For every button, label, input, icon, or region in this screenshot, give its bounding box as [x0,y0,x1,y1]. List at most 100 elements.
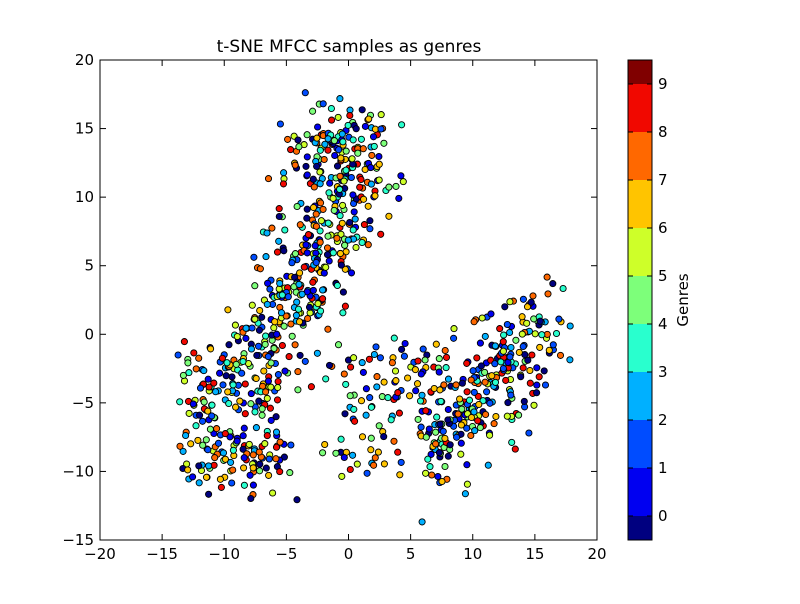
data-point [319,100,327,108]
data-point [538,331,546,339]
data-point [375,422,383,430]
data-point [533,389,541,397]
data-point [357,175,365,184]
data-point [491,378,500,386]
data-point [321,440,329,449]
data-point [377,125,385,133]
data-point [500,331,508,339]
data-point [267,383,275,391]
colorbar-band [628,492,652,517]
data-point [222,372,230,380]
data-point [518,313,526,321]
colorbar-band [628,516,652,541]
data-point [370,142,378,150]
data-point [497,358,505,366]
data-point [332,449,340,457]
data-point [263,394,271,402]
data-point [263,300,271,308]
data-point [418,518,426,526]
colorbar-band [628,444,652,469]
data-point [437,397,445,405]
data-point [370,461,378,469]
data-point [189,400,197,408]
points-layer [174,89,574,526]
data-point [305,303,314,311]
data-point [264,377,272,385]
data-point [256,265,264,273]
colorbar-band [628,300,652,325]
colorbar-tick-label: 9 [658,75,668,93]
data-point [280,247,288,255]
data-point [456,395,464,403]
data-point [321,140,329,148]
data-point [329,249,337,257]
data-point [292,311,300,319]
data-point [470,318,478,326]
data-point [432,440,440,448]
data-point [251,408,259,416]
data-point [233,332,241,341]
data-point [294,368,302,376]
data-point [436,386,444,394]
data-point [441,434,449,442]
data-point [372,343,380,351]
data-point [527,298,535,306]
data-point [287,320,295,328]
data-point [461,490,469,498]
data-point [440,381,448,389]
data-point [334,113,342,121]
data-point [268,224,276,232]
data-point [312,258,320,267]
data-point [358,359,366,367]
data-point [395,409,403,417]
data-point [247,400,255,408]
data-point [260,367,268,375]
x-tick-label: 0 [344,545,354,563]
data-point [325,361,334,369]
data-point [517,373,525,381]
data-point [212,388,220,396]
data-point [396,471,404,479]
data-point [518,330,526,338]
x-tick-label: 5 [406,545,416,563]
data-point [224,388,232,396]
data-point [276,120,284,128]
data-point [373,373,381,381]
data-point [349,191,357,199]
data-point [474,417,482,425]
data-point [457,450,465,458]
data-point [180,338,188,346]
data-point [387,416,395,424]
data-point [364,241,372,249]
data-point [360,221,368,229]
data-point [314,300,322,308]
data-point [413,380,422,388]
data-point [367,434,375,442]
data-point [229,466,237,474]
data-point [502,376,510,384]
data-point [282,312,290,320]
data-point [536,343,544,351]
data-point [204,375,212,383]
colorbar-band [628,468,652,493]
data-point [324,146,332,154]
data-point [336,249,344,258]
data-point [337,261,345,269]
data-point [248,301,256,309]
data-point [347,173,355,182]
data-point [457,439,465,447]
data-point [441,346,449,355]
data-point [295,280,303,288]
data-point [249,464,257,472]
data-point [336,172,344,180]
data-point [303,131,311,139]
data-point [316,168,324,176]
data-point [258,411,266,419]
data-point [294,305,303,313]
data-point [341,302,349,310]
data-point [394,389,402,397]
data-point [288,259,296,267]
data-point [361,122,369,130]
data-point [341,410,349,418]
data-point [303,249,311,257]
